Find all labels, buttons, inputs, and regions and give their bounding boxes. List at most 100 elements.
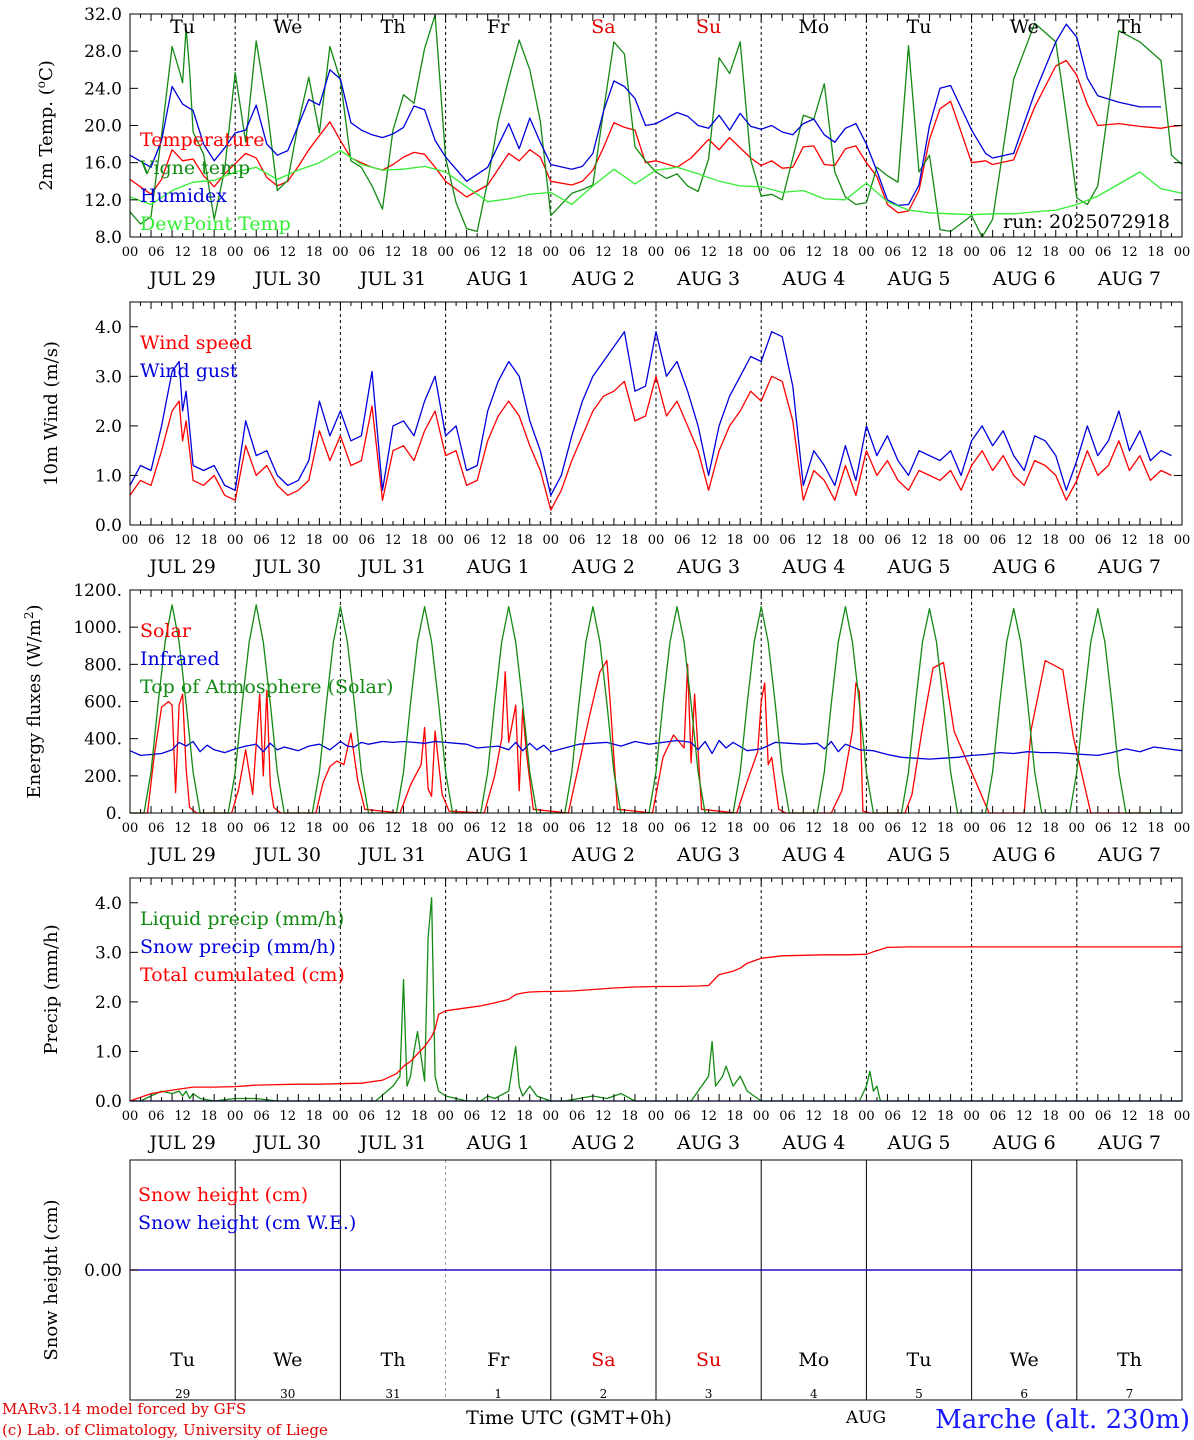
hour-tick-label: 12 — [385, 533, 402, 548]
hour-tick-label: 18 — [832, 533, 849, 548]
y-tick-label: 0. — [106, 804, 122, 824]
hour-tick-label: 12 — [1121, 245, 1138, 260]
y-axis-label: 10m Wind (m/s) — [41, 341, 62, 486]
hour-tick-label: 12 — [1016, 821, 1033, 836]
hour-tick-label: 18 — [937, 1109, 954, 1124]
hour-tick-label: 06 — [674, 533, 691, 548]
y-tick-label: 0.00 — [84, 1261, 122, 1281]
legend-entry: Wind speed — [140, 332, 252, 354]
date-label: JUL 30 — [253, 556, 321, 578]
hour-tick-label: 00 — [227, 821, 244, 836]
hour-tick-label: 12 — [700, 245, 717, 260]
panel-frame — [129, 589, 1183, 814]
hour-tick-label: 12 — [700, 533, 717, 548]
weekday-label: Tu — [907, 16, 932, 38]
hour-tick-label: 00 — [1069, 245, 1086, 260]
hour-tick-label: 12 — [595, 533, 612, 548]
weekday-label: Fr — [487, 16, 510, 38]
hour-tick-label: 18 — [201, 245, 218, 260]
hour-tick-label: 06 — [569, 1109, 586, 1124]
date-label: AUG 2 — [571, 1132, 635, 1154]
hour-tick-label: 00 — [543, 1109, 560, 1124]
time-axis-label: Time UTC (GMT+0h) — [466, 1407, 672, 1429]
hour-tick-label: 06 — [464, 821, 481, 836]
series-line — [129, 149, 1183, 216]
hour-tick-label: 06 — [464, 245, 481, 260]
hour-tick-label: 12 — [595, 821, 612, 836]
hour-tick-label: 12 — [174, 1109, 191, 1124]
hour-tick-label: 00 — [648, 1109, 665, 1124]
frame-layer — [129, 13, 1183, 1401]
date-label: JUL 31 — [358, 1132, 426, 1154]
hour-tick-label: 06 — [779, 533, 796, 548]
hour-tick-label: 00 — [437, 821, 454, 836]
hour-tick-label: 06 — [674, 245, 691, 260]
hour-tick-label: 00 — [858, 821, 875, 836]
series-line — [129, 59, 1183, 214]
y-axis-label: 2m Temp. (oC) — [34, 60, 57, 191]
hour-tick-label: 06 — [148, 821, 165, 836]
hour-tick-label: 12 — [490, 821, 507, 836]
hour-tick-label: 12 — [911, 245, 928, 260]
bottom-day-number: 6 — [1020, 1387, 1028, 1401]
hour-tick-label: 06 — [1095, 245, 1112, 260]
series-line — [129, 14, 1183, 238]
date-label: JUL 31 — [358, 268, 426, 290]
hour-tick-label: 06 — [253, 821, 270, 836]
hour-tick-label: 18 — [516, 533, 533, 548]
hour-tick-label: 12 — [700, 1109, 717, 1124]
hour-tick-label: 06 — [884, 1109, 901, 1124]
hour-tick-label: 18 — [411, 533, 428, 548]
hour-tick-label: 18 — [1147, 533, 1164, 548]
bottom-day-number: 2 — [600, 1387, 608, 1401]
legend-entry: Total cumulated (cm) — [140, 964, 345, 986]
series-line — [129, 375, 1172, 511]
hour-tick-label: 12 — [700, 821, 717, 836]
hour-tick-label: 12 — [280, 533, 297, 548]
hour-tick-label: 06 — [990, 1109, 1007, 1124]
y-tick-label: 200. — [84, 767, 122, 787]
hour-tick-label: 06 — [464, 1109, 481, 1124]
hour-tick-label: 18 — [937, 533, 954, 548]
date-label: AUG 4 — [781, 844, 845, 866]
date-label: AUG 6 — [992, 268, 1056, 290]
date-label: JUL 30 — [253, 844, 321, 866]
date-label: AUG 1 — [466, 1132, 530, 1154]
hour-tick-label: 12 — [385, 245, 402, 260]
series-line — [130, 604, 1182, 814]
unit-close: ) — [24, 604, 45, 611]
hour-tick-label: 00 — [332, 821, 349, 836]
hour-tick-label: 12 — [1121, 1109, 1138, 1124]
hour-tick-label: 00 — [227, 1109, 244, 1124]
date-label: AUG 3 — [676, 556, 740, 578]
hour-tick-label: 00 — [227, 533, 244, 548]
hour-tick-label: 00 — [332, 533, 349, 548]
date-label: JUL 31 — [358, 844, 426, 866]
hour-tick-label: 06 — [358, 533, 375, 548]
weekday-label: Su — [696, 16, 721, 38]
hour-tick-label: 06 — [674, 1109, 691, 1124]
y-tick-label: 1.0 — [95, 466, 122, 486]
date-label: AUG 4 — [781, 268, 845, 290]
hour-tick-label: 18 — [306, 1109, 323, 1124]
hour-tick-label: 18 — [306, 533, 323, 548]
date-label: JUL 29 — [147, 268, 215, 290]
hour-tick-label: 18 — [1042, 245, 1059, 260]
y-axis-label: Snow height (cm) — [41, 1199, 62, 1360]
y-tick-label: 800. — [84, 655, 122, 675]
hour-tick-label: 00 — [437, 1109, 454, 1124]
hour-tick-label: 00 — [122, 245, 139, 260]
hour-tick-label: 00 — [332, 1109, 349, 1124]
lab-credit-text: (c) Lab. of Climatology, University of L… — [2, 1421, 328, 1439]
station-label: Marche (alt. 230m) — [935, 1405, 1190, 1435]
hour-tick-label: 06 — [253, 1109, 270, 1124]
date-label: AUG 1 — [466, 556, 530, 578]
text-layer: 8.012.016.020.024.028.032.02m Temp. (oC)… — [22, 5, 1190, 1428]
hour-tick-label: 18 — [1042, 533, 1059, 548]
weekday-label: Tu — [907, 1349, 932, 1371]
legend-entry: Temperature — [140, 129, 264, 151]
legend-entry: DewPoint Temp — [140, 213, 291, 235]
hour-tick-label: 00 — [753, 533, 770, 548]
hour-tick-label: 00 — [1069, 533, 1086, 548]
hour-tick-label: 18 — [201, 533, 218, 548]
